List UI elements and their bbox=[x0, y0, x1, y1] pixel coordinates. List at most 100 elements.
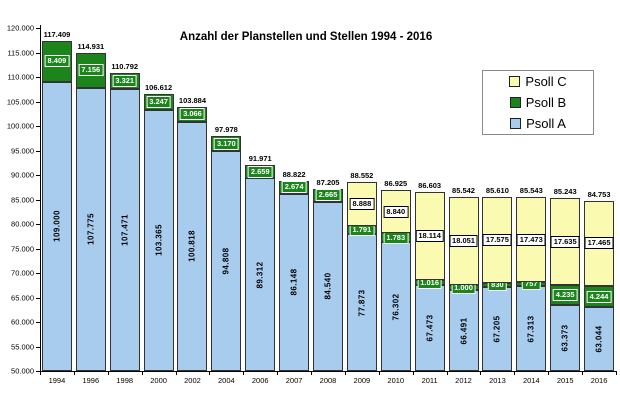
bar-total-label: 86.925 bbox=[384, 179, 408, 189]
bar-value-label-psoll-b: 7.156 bbox=[78, 64, 104, 77]
bar-value-label-psoll-a: 63.044 bbox=[594, 325, 604, 353]
bar-value-label-psoll-b: 4.235 bbox=[552, 289, 578, 302]
bar-segment-psoll-a bbox=[313, 201, 343, 371]
bar-segment-psoll-a bbox=[143, 109, 174, 371]
bar-value-label-psoll-c: 17.635 bbox=[550, 235, 580, 248]
bar-total-label: 117.409 bbox=[43, 29, 71, 39]
bar-value-label-psoll-c: 8.840 bbox=[383, 205, 409, 218]
x-axis-category-label: 2013 bbox=[489, 376, 506, 385]
bar-value-label-psoll-c: 8.888 bbox=[349, 197, 375, 210]
y-axis-tick bbox=[36, 52, 40, 54]
y-axis-tick bbox=[36, 371, 40, 372]
x-axis-category-label: 2012 bbox=[455, 376, 472, 385]
x-axis-category-label: 2014 bbox=[522, 376, 540, 385]
bar-segment-psoll-a bbox=[584, 307, 615, 371]
y-axis-line bbox=[40, 25, 41, 372]
bar-value-label-psoll-a: 67.205 bbox=[492, 315, 502, 343]
y-axis-tick-label: 75.000 bbox=[11, 244, 34, 253]
y-axis-tick bbox=[36, 346, 40, 348]
y-axis-tick-label: 90.000 bbox=[11, 170, 34, 180]
bar-segment-psoll-a bbox=[482, 286, 513, 371]
x-axis-category-label: 1996 bbox=[82, 376, 100, 385]
bar-segment-psoll-a bbox=[550, 305, 581, 371]
bar-value-label-psoll-a: 84.540 bbox=[323, 272, 333, 300]
x-axis-category-label: 1998 bbox=[116, 376, 134, 385]
y-axis-tick bbox=[36, 77, 40, 78]
x-axis-category-label: 2010 bbox=[387, 376, 405, 385]
x-axis-tick bbox=[175, 372, 177, 375]
bar-value-label-psoll-c: 17.465 bbox=[584, 237, 614, 250]
y-axis-tick bbox=[36, 175, 40, 176]
bar-total-label: 103.884 bbox=[178, 95, 207, 105]
chart-title: Anzahl der Planstellen und Stellen 1994 … bbox=[179, 31, 433, 43]
bar-total-label: 91.971 bbox=[248, 154, 272, 164]
bar-total-label: 88.822 bbox=[282, 169, 306, 179]
bar-total-label: 88.552 bbox=[350, 171, 374, 181]
x-axis-tick bbox=[616, 372, 617, 375]
bar-value-label-psoll-b: 2.665 bbox=[315, 189, 341, 202]
x-axis-category-label: 2002 bbox=[184, 376, 201, 385]
y-axis-tick bbox=[36, 248, 40, 250]
bar-segment-psoll-a bbox=[41, 81, 72, 371]
bar-value-label-psoll-b: 1.791 bbox=[349, 224, 375, 237]
x-axis-tick bbox=[141, 372, 143, 375]
legend-label: Psoll B bbox=[525, 95, 567, 110]
y-axis-tick-label: 50.000 bbox=[11, 366, 34, 376]
x-axis-tick bbox=[40, 372, 41, 375]
bar-value-label-psoll-a: 89.312 bbox=[255, 261, 265, 289]
x-axis-category-label: 2011 bbox=[421, 376, 438, 385]
bar-value-label-psoll-a: 107.775 bbox=[86, 213, 96, 246]
bar-segment-psoll-a bbox=[245, 178, 276, 371]
x-axis-tick bbox=[480, 372, 482, 375]
x-axis-tick bbox=[277, 372, 279, 375]
x-axis-tick bbox=[548, 372, 550, 375]
bar-segment-psoll-a bbox=[380, 242, 411, 371]
bar-total-label: 97.978 bbox=[214, 124, 238, 134]
y-axis-tick-label: 80.000 bbox=[11, 219, 34, 229]
x-axis-tick bbox=[311, 372, 313, 375]
y-axis-tick bbox=[36, 199, 40, 201]
x-axis-category-label: 2000 bbox=[150, 376, 167, 385]
y-axis-tick bbox=[36, 126, 40, 127]
bar-value-label-psoll-b: 3.321 bbox=[112, 75, 138, 88]
bar-total-label: 84.753 bbox=[587, 189, 611, 199]
bar-value-label-psoll-a: 94.808 bbox=[221, 247, 231, 275]
legend-item: Psoll B bbox=[483, 92, 593, 113]
x-axis-tick bbox=[446, 372, 448, 375]
x-axis-category-label: 2004 bbox=[218, 376, 235, 385]
bar-segment-psoll-a bbox=[177, 121, 208, 371]
bar-value-label-psoll-a: 76.302 bbox=[391, 293, 401, 320]
bar-total-label: 85.542 bbox=[452, 185, 475, 195]
bar-segment-psoll-a bbox=[516, 286, 547, 371]
y-axis-tick bbox=[36, 150, 40, 152]
bar-value-label-psoll-b: 3.066 bbox=[180, 108, 205, 121]
y-axis-tick-label: 120.000 bbox=[6, 23, 34, 33]
x-axis-category-label: 2016 bbox=[590, 376, 608, 385]
bar-segment-psoll-a bbox=[279, 193, 310, 371]
y-axis-tick-label: 110.000 bbox=[7, 72, 34, 82]
y-axis-tick-label: 70.000 bbox=[11, 268, 34, 278]
legend-swatch-icon bbox=[510, 118, 522, 129]
x-axis-category-label: 2008 bbox=[319, 376, 337, 385]
bar-total-label: 85.543 bbox=[519, 185, 543, 195]
legend-label: Psoll C bbox=[525, 74, 567, 89]
bar-total-label: 106.612 bbox=[145, 82, 173, 92]
bar-value-label-psoll-b: 4.244 bbox=[586, 290, 612, 303]
bar-value-label-psoll-b: 2.674 bbox=[281, 181, 307, 194]
y-axis-tick bbox=[36, 297, 40, 299]
legend-label: Psoll A bbox=[526, 116, 566, 131]
bar-total-label: 86.603 bbox=[418, 180, 442, 190]
bar-segment-psoll-a bbox=[75, 87, 106, 371]
bar-value-label-psoll-a: 107.471 bbox=[120, 214, 130, 247]
legend-item: Psoll C bbox=[483, 71, 593, 92]
legend-swatch-icon bbox=[509, 76, 521, 87]
bar-value-label-psoll-a: 67.313 bbox=[526, 315, 536, 343]
y-axis-tick-label: 95.000 bbox=[11, 146, 34, 155]
x-axis-category-label: 2015 bbox=[556, 376, 574, 385]
bar-value-label-psoll-a: 103.365 bbox=[154, 224, 164, 257]
x-axis-category-label: 1994 bbox=[48, 376, 66, 385]
bar-value-label-psoll-b: 8.409 bbox=[44, 55, 70, 68]
legend-item: Psoll A bbox=[483, 113, 593, 134]
bar-total-label: 85.610 bbox=[485, 185, 509, 195]
